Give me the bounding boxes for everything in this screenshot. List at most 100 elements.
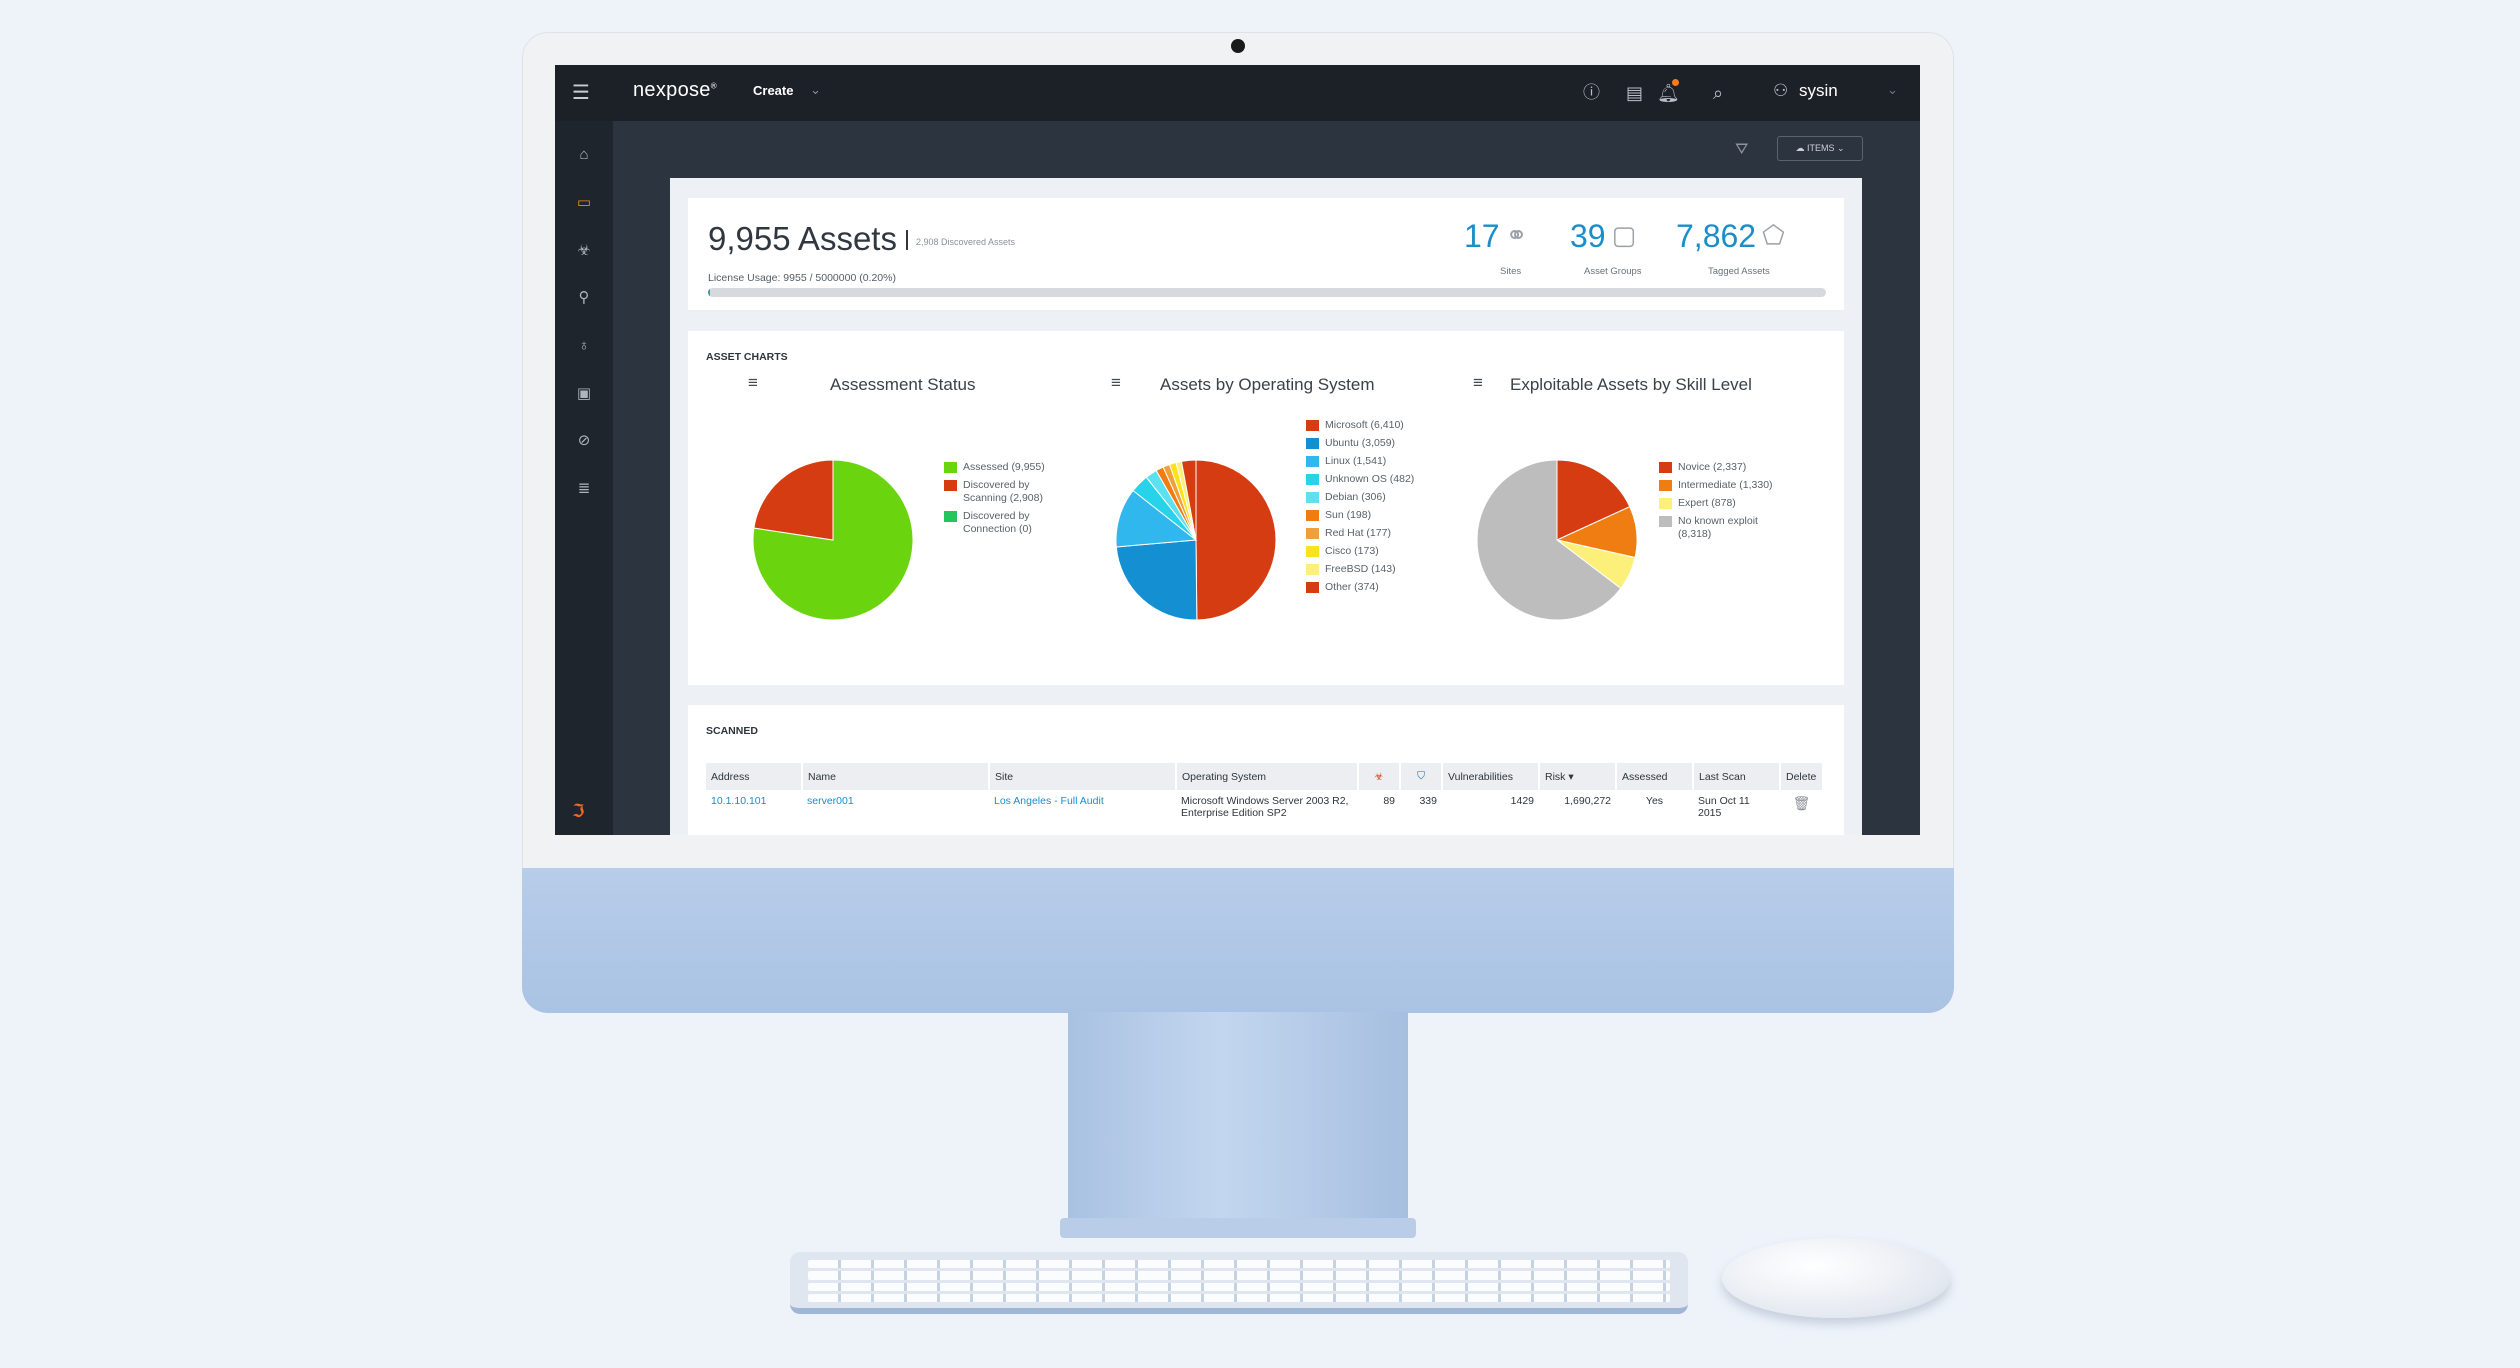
sidebar: ⌂ ▭ ☣ ⚲ ♁ ▣ ⊘ ≣ ℑ: [555, 121, 613, 835]
search-icon[interactable]: ⌕: [1713, 83, 1724, 103]
assets-summary-card: 9,955 Assets 2,908 Discovered Assets Lic…: [688, 198, 1844, 310]
legend-item[interactable]: Discovered by Connection (0): [944, 510, 1073, 536]
legend-label: Assessed (9,955): [963, 461, 1045, 473]
tagged-assets-count: 7,862: [1676, 218, 1757, 254]
legend-item[interactable]: Debian (306): [1306, 491, 1414, 504]
assessment-status-pie[interactable]: [748, 455, 918, 625]
policies-award-icon[interactable]: ♁: [578, 337, 590, 354]
asset-name-link[interactable]: server001: [807, 795, 854, 807]
legend-label: Ubuntu (3,059): [1325, 437, 1396, 449]
pie-slice[interactable]: [1556, 459, 1631, 541]
hamburger-menu-icon[interactable]: ☰: [572, 82, 590, 104]
column-name[interactable]: Name: [802, 763, 990, 790]
chevron-down-icon[interactable]: ⌄: [810, 82, 821, 97]
asset-address-link[interactable]: 10.1.10.101: [711, 795, 767, 807]
chart-menu-icon[interactable]: ≡: [1111, 373, 1121, 392]
sort-desc-icon: ▾: [1568, 770, 1574, 783]
legend-item[interactable]: Unknown OS (482): [1306, 473, 1414, 486]
skill-level-pie[interactable]: [1472, 455, 1642, 625]
reports-icon[interactable]: ▣: [576, 385, 592, 402]
column-address[interactable]: Address: [706, 763, 803, 790]
list-icon[interactable]: ≣: [577, 480, 591, 497]
legend-item[interactable]: Microsoft (6,410): [1306, 419, 1414, 432]
legend-item[interactable]: Novice (2,337): [1659, 461, 1788, 474]
items-dropdown[interactable]: ☁ ITEMS ⌄: [1777, 136, 1863, 161]
column-assessed[interactable]: Assessed: [1616, 763, 1694, 790]
monitor-stand: [1068, 1012, 1408, 1230]
os-pie[interactable]: [1111, 455, 1281, 625]
column-os[interactable]: Operating System: [1176, 763, 1359, 790]
divider: [906, 230, 908, 250]
chart-title: Assets by Operating System: [1160, 375, 1375, 394]
column-vulnerabilities[interactable]: Vulnerabilities: [1442, 763, 1540, 790]
legend-item[interactable]: Expert (878): [1659, 497, 1788, 510]
legend-item[interactable]: Other (374): [1306, 581, 1414, 594]
legend-item[interactable]: Linux (1,541): [1306, 455, 1414, 468]
pie-slice[interactable]: [753, 459, 834, 541]
chart-title: Assessment Status: [830, 375, 976, 394]
network-icon: ⚭: [1505, 220, 1528, 250]
discovered-assets-link[interactable]: 2,908 Discovered Assets: [916, 237, 1016, 247]
pie-slice[interactable]: [1180, 459, 1197, 541]
pie-slice[interactable]: [1195, 459, 1277, 621]
legend-label: FreeBSD (143): [1325, 563, 1396, 575]
exploit-icon[interactable]: ⛉: [1400, 763, 1443, 790]
mouse: [1722, 1238, 1950, 1318]
legend-item[interactable]: FreeBSD (143): [1306, 563, 1414, 576]
column-last-scan[interactable]: Last Scan: [1693, 763, 1781, 790]
legend-item[interactable]: Assessed (9,955): [944, 461, 1073, 474]
home-icon[interactable]: ⌂: [579, 146, 589, 163]
legend-item[interactable]: Intermediate (1,330): [1659, 479, 1788, 492]
column-site[interactable]: Site: [989, 763, 1177, 790]
calendar-icon[interactable]: ▤: [1626, 83, 1644, 103]
legend-label: Red Hat (177): [1325, 527, 1391, 539]
tags-link-icon[interactable]: ⊘: [577, 432, 591, 449]
assets-monitor-icon[interactable]: ▭: [576, 194, 592, 211]
scanned-table: Address Name Site Operating System ☣ ⛉ V…: [706, 763, 1824, 824]
chart-menu-icon[interactable]: ≡: [1473, 373, 1483, 392]
app-screen: ☰ nexpose® Create ⌄ ▤ ⓘ 🔔︎ ⌕ ⚇ sysin ⌄ ⌂…: [555, 65, 1920, 835]
malware-kit-icon[interactable]: ☣: [1358, 763, 1401, 790]
scanned-title: SCANNED: [706, 725, 758, 737]
column-risk[interactable]: Risk ▾: [1539, 763, 1617, 790]
legend-swatch: [944, 480, 957, 491]
legend-item[interactable]: Discovered by Scanning (2,908): [944, 479, 1073, 505]
legend-item[interactable]: Cisco (173): [1306, 545, 1414, 558]
assessment-status-legend: Assessed (9,955) Discovered by Scanning (…: [944, 461, 1073, 541]
filter-icon[interactable]: ⛛: [1735, 141, 1749, 158]
pie-slice[interactable]: [1115, 489, 1198, 548]
legend-label: Novice (2,337): [1678, 461, 1747, 473]
rapid7-logo[interactable]: ℑ: [572, 801, 585, 821]
sites-count: 17: [1464, 218, 1500, 254]
legend-item[interactable]: Sun (198): [1306, 509, 1414, 522]
column-delete[interactable]: Delete: [1780, 763, 1824, 790]
legend-item[interactable]: Ubuntu (3,059): [1306, 437, 1414, 450]
trash-icon[interactable]: 🗑︎: [1792, 795, 1811, 811]
tagged-assets-label: Tagged Assets: [1708, 266, 1770, 277]
sites-stat[interactable]: 17 ⚭: [1464, 218, 1527, 255]
help-icon[interactable]: ⓘ: [1583, 83, 1600, 102]
pie-slice[interactable]: [1476, 459, 1622, 621]
tagged-assets-stat[interactable]: 7,862 ⬠: [1676, 218, 1785, 255]
bell-icon[interactable]: 🔔︎: [1657, 83, 1680, 103]
site-link[interactable]: Los Angeles - Full Audit: [994, 795, 1104, 807]
nexpose-logo[interactable]: nexpose®: [633, 79, 717, 101]
assets-count-title: 9,955 Assets: [708, 220, 897, 257]
create-menu[interactable]: Create: [753, 83, 794, 98]
legend-label: Intermediate (1,330): [1678, 479, 1773, 491]
legend-label: Debian (306): [1325, 491, 1386, 503]
asset-groups-stat[interactable]: 39 ▢: [1570, 218, 1636, 255]
scanned-card: SCANNED Address Name Site Operating Syst…: [688, 705, 1844, 835]
asset-groups-count: 39: [1570, 218, 1606, 254]
legend-item[interactable]: No known exploit (8,318): [1659, 515, 1788, 541]
chart-menu-icon[interactable]: ≡: [748, 373, 758, 392]
legend-label: Unknown OS (482): [1325, 473, 1415, 485]
exploits-icon[interactable]: ⚲: [578, 289, 590, 306]
user-menu[interactable]: ⚇ sysin: [1773, 81, 1838, 101]
pie-slice[interactable]: [1115, 539, 1198, 621]
table-header-row: Address Name Site Operating System ☣ ⛉ V…: [706, 763, 1824, 790]
license-usage: License Usage: 9955 / 5000000 (0.20%): [708, 272, 896, 284]
legend-item[interactable]: Red Hat (177): [1306, 527, 1414, 540]
vulnerabilities-biohazard-icon[interactable]: ☣: [577, 242, 591, 259]
chevron-down-icon[interactable]: ⌄: [1887, 82, 1898, 97]
